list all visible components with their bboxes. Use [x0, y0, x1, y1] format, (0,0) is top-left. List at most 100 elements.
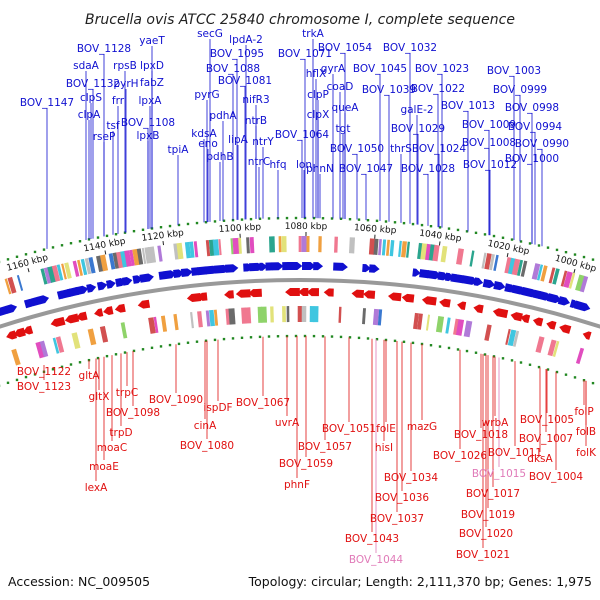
- ring-dot: [537, 365, 541, 369]
- gene-label-bottom: folE: [376, 423, 396, 435]
- gene-label-top: BOV_1081: [218, 75, 272, 87]
- gene-label-bottom: BOV_1015: [472, 468, 526, 480]
- gene-arrow-minus: [285, 287, 300, 297]
- ring-dot: [465, 230, 469, 233]
- ring-dot: [591, 258, 595, 261]
- gene-label-top: pyrG: [194, 89, 219, 101]
- gene-arrow-plus: [224, 264, 239, 273]
- gene-arrow-plus: [362, 263, 371, 273]
- feature-block: [43, 267, 53, 284]
- feature-block: [120, 322, 128, 339]
- gene-label-top: hflX: [306, 68, 326, 80]
- gene-label-bottom: moaE: [89, 461, 119, 473]
- gene-label-top: lpxA: [139, 95, 163, 107]
- feature-block: [148, 317, 156, 334]
- feature-block: [504, 257, 512, 274]
- ring-dot: [96, 356, 100, 360]
- ring-dot: [519, 361, 523, 364]
- gene-label-top: BOV_1000: [505, 153, 559, 165]
- feature-block: [309, 306, 315, 323]
- ring-dot: [312, 334, 316, 338]
- feature-block: [16, 274, 24, 291]
- feature-block: [547, 339, 557, 357]
- ring-dot: [231, 337, 235, 340]
- gene-label-top: tpiA: [168, 144, 190, 156]
- ring-dot: [456, 348, 460, 351]
- gene-label-top: tgt: [336, 123, 351, 135]
- feature-block: [373, 238, 379, 255]
- gene-arrow-minus: [363, 290, 376, 299]
- feature-block: [432, 244, 440, 262]
- gene-label-top: lpxB: [137, 130, 160, 142]
- ring-dot: [132, 229, 136, 233]
- gene-label-bottom: BOV_1037: [370, 513, 424, 525]
- ring-dot: [294, 334, 298, 338]
- ring-dot: [384, 220, 388, 223]
- ring-dot: [528, 242, 532, 245]
- ring-dot: [546, 246, 550, 249]
- feature-block: [88, 257, 96, 274]
- gene-label-bottom: trpD: [109, 427, 132, 439]
- feature-block: [197, 311, 203, 328]
- gene-label-top: galE-2: [400, 104, 433, 116]
- minus-strand-features: [6, 287, 592, 340]
- ring-dot: [573, 253, 577, 256]
- gene-label-bottom: BOV_1044: [349, 554, 404, 566]
- gene-label-top: ntrB: [245, 115, 267, 127]
- ring-dot: [510, 238, 514, 241]
- feature-block: [389, 240, 395, 257]
- gene-label-top: BOV_0994: [508, 121, 563, 133]
- label-leader-lines: [43, 39, 587, 553]
- ring-dot: [411, 222, 415, 226]
- gene-arrow-plus: [557, 296, 570, 306]
- ring-dot: [69, 363, 73, 366]
- feature-block: [141, 247, 147, 264]
- feature-block: [453, 318, 459, 335]
- gene-arrow-minus: [351, 289, 365, 299]
- gene-arrow-minus: [197, 292, 208, 301]
- gene-label-top: tsf: [106, 120, 120, 132]
- ring-dot: [276, 335, 280, 338]
- tick-label: 1080 kbp: [285, 222, 328, 232]
- gene-label-bottom: BOV_1051: [322, 423, 376, 435]
- ring-dot: [168, 224, 172, 228]
- feature-block: [99, 325, 109, 343]
- feature-block: [40, 268, 48, 285]
- gene-arrow-plus: [121, 276, 133, 286]
- gene-label-bottom: lexA: [85, 482, 108, 494]
- ring-dot: [537, 244, 541, 247]
- gene-arrow-minus: [298, 288, 309, 297]
- ring-dot: [501, 236, 505, 239]
- gene-arrow-plus: [302, 261, 316, 271]
- feature-block: [511, 258, 521, 276]
- gene-label-top: BOV_1008: [462, 137, 516, 149]
- feature-block: [190, 312, 194, 329]
- feature-block: [212, 239, 220, 256]
- ring-dot: [69, 242, 73, 245]
- gene-label-bottom: BOV_1017: [466, 488, 520, 500]
- ring-dot: [6, 381, 10, 385]
- feature-block: [96, 255, 104, 273]
- feature-block: [455, 319, 465, 336]
- ring-dot: [564, 373, 568, 376]
- feature-block: [281, 236, 287, 253]
- feature-block: [286, 306, 290, 323]
- ring-dot: [168, 343, 172, 347]
- feature-block: [484, 253, 492, 270]
- ring-dot: [285, 334, 289, 338]
- feature-block: [540, 265, 548, 282]
- gene-label-top: clpX: [307, 109, 330, 121]
- ring-dot: [357, 218, 361, 221]
- gene-label-top: frr: [112, 95, 125, 107]
- feature-block: [413, 312, 419, 330]
- feature-block: [173, 243, 179, 260]
- gene-arrow-plus: [180, 268, 193, 278]
- ring-dot: [483, 353, 487, 356]
- gene-arrow-minus: [114, 303, 126, 313]
- ring-dot: [330, 217, 334, 220]
- gene-label-bottom: gltA: [79, 370, 101, 382]
- gene-label-top: BOV_1028: [401, 163, 455, 175]
- gene-label-bottom: uvrA: [275, 417, 300, 429]
- ring-dot: [222, 219, 226, 222]
- feature-block: [484, 324, 492, 341]
